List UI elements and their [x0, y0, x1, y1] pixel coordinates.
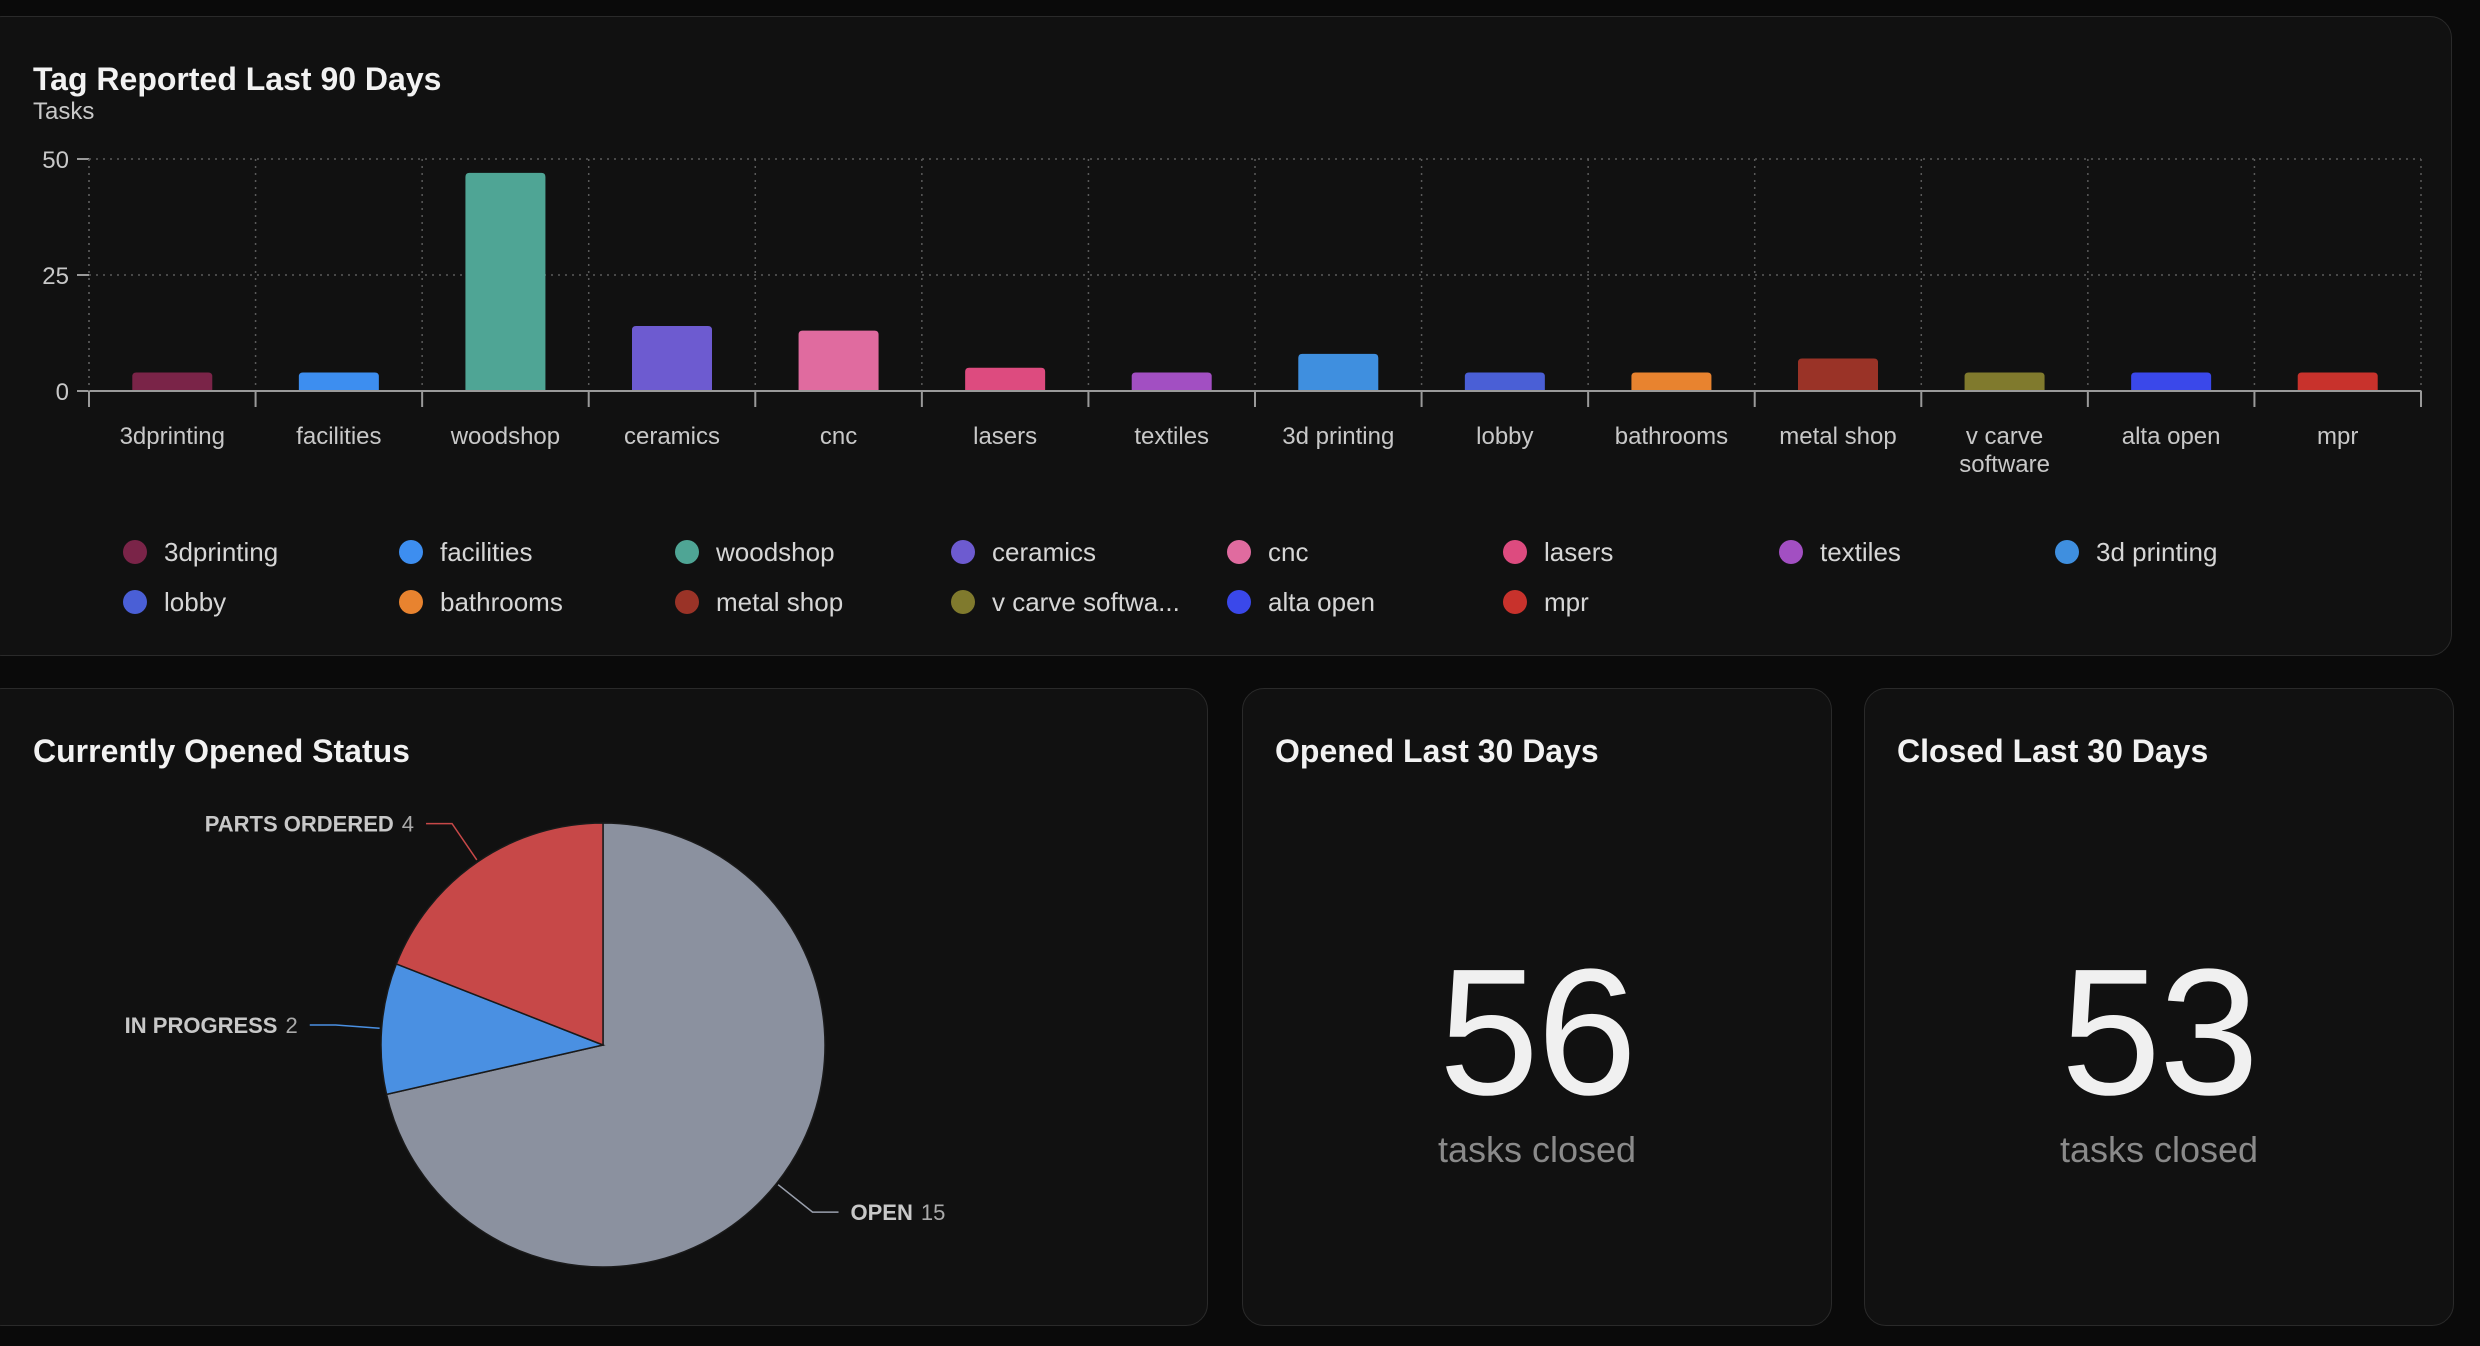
bar-lobby[interactable] — [1464, 372, 1545, 391]
opened-panel-title: Opened Last 30 Days — [1275, 733, 1599, 769]
x-tick-label: textiles — [1134, 423, 1209, 450]
legend-swatch — [951, 590, 975, 614]
legend-swatch — [399, 540, 423, 564]
bar-chart-legend: 3dprinting facilities woodshop ceramics cnc l… — [123, 535, 2363, 619]
closed-count: 53 — [2060, 932, 2259, 1133]
x-tick-label: bathrooms — [1615, 423, 1728, 450]
opened-status-panel: OPEN 15 IN PROGRESS 2 PARTS ORDERED 4 Current… — [0, 688, 1208, 1326]
legend-swatch — [1227, 590, 1251, 614]
x-tick-label: cnc — [820, 423, 857, 450]
x-tick-label: 3d printing — [1282, 423, 1394, 450]
legend-label: mpr — [1544, 586, 1589, 617]
bar-metal-shop[interactable] — [1798, 358, 1878, 391]
legend-swatch — [951, 540, 975, 564]
bar-lasers[interactable] — [965, 367, 1046, 391]
legend-swatch — [1227, 540, 1251, 564]
legend-swatch — [123, 540, 147, 564]
bar-alta-open[interactable] — [2131, 372, 2212, 391]
bar-panel-title: Tag Reported Last 90 Days — [33, 61, 442, 97]
bar-woodshop[interactable] — [465, 172, 546, 391]
opened-count: 56 — [1438, 932, 1637, 1133]
legend-item[interactable]: textiles — [1779, 535, 2055, 569]
tag-bar-chart: Tasks 0 25 50 3dprinting facilities woodshop ce… — [33, 98, 2422, 478]
legend-label: 3d printing — [2096, 536, 2218, 567]
legend-label: bathrooms — [440, 586, 563, 617]
bar-3dprinting[interactable] — [132, 372, 213, 391]
legend-label: ceramics — [992, 536, 1097, 567]
bar-mpr[interactable] — [2297, 372, 2378, 391]
bar-v-carve-software[interactable] — [1964, 372, 2045, 391]
pie-slice-parts-ordered[interactable] — [395, 822, 604, 1047]
bar-3d-printing[interactable] — [1298, 353, 1379, 391]
legend-swatch — [399, 590, 423, 614]
closed-caption: tasks closed — [2059, 1129, 2259, 1170]
legend-item[interactable]: lobby — [123, 585, 399, 619]
opened-status-pie-chart: OPEN 15 IN PROGRESS 2 PARTS ORDERED 4 — [125, 812, 946, 1268]
legend-swatch — [123, 590, 147, 614]
legend-item[interactable]: 3d printing — [2055, 535, 2331, 569]
opened-last-30-days-panel: Opened Last 30 Days 56 tasks closed — [1242, 688, 1832, 1326]
legend-label: alta open — [1268, 586, 1375, 617]
pie-slice-in-progress[interactable] — [380, 962, 606, 1096]
x-tick-label: ceramics — [624, 423, 720, 450]
bar-cnc[interactable] — [798, 330, 879, 391]
legend-label: facilities — [440, 536, 533, 567]
closed-panel-title: Closed Last 30 Days — [1897, 733, 2209, 769]
legend-item[interactable]: alta open — [1227, 585, 1503, 619]
legend-label: metal shop — [716, 586, 844, 617]
y-tick-label: 25 — [42, 263, 69, 290]
pie-leader-line — [309, 1024, 380, 1030]
bar-facilities[interactable] — [298, 372, 379, 391]
y-tick-label: 0 — [56, 379, 69, 406]
y-tick-label: 50 — [42, 147, 69, 174]
x-tick-label: lobby — [1476, 423, 1533, 450]
closed-last-30-days-panel: Closed Last 30 Days 53 tasks closed — [1864, 688, 2454, 1326]
legend-item[interactable]: v carve softwa... — [951, 585, 1227, 619]
bar-textiles[interactable] — [1131, 372, 1212, 391]
legend-label: 3dprinting — [164, 536, 279, 567]
legend-label: v carve softwa... — [992, 586, 1180, 617]
legend-item[interactable]: facilities — [399, 535, 675, 569]
legend-item[interactable]: cnc — [1227, 535, 1503, 569]
pie-slice-open[interactable] — [385, 822, 826, 1268]
legend-swatch — [675, 590, 699, 614]
legend-item[interactable]: 3dprinting — [123, 535, 399, 569]
bar-bathrooms[interactable] — [1631, 372, 1712, 391]
x-tick-label: v carve software — [1959, 423, 2050, 478]
legend-item[interactable]: metal shop — [675, 585, 951, 619]
x-tick-label: mpr — [2317, 423, 2358, 450]
pie-leader-line — [426, 822, 478, 861]
legend-swatch — [2055, 540, 2079, 564]
legend-item[interactable]: woodshop — [675, 535, 951, 569]
x-tick-label: woodshop — [450, 423, 560, 450]
pie-slice-label: IN PROGRESS 2 — [125, 1013, 298, 1038]
legend-item[interactable]: lasers — [1503, 535, 1779, 569]
pie-leader-line — [777, 1184, 839, 1213]
pie-slice-label: OPEN 15 — [851, 1200, 946, 1225]
pie-panel-title: Currently Opened Status — [33, 733, 410, 769]
x-tick-label: metal shop — [1779, 423, 1896, 450]
legend-label: lobby — [164, 586, 227, 617]
legend-item[interactable]: ceramics — [951, 535, 1227, 569]
opened-caption: tasks closed — [1437, 1129, 1637, 1170]
x-tick-label: alta open — [2122, 423, 2221, 450]
pie-slice-label: PARTS ORDERED 4 — [205, 812, 414, 837]
legend-swatch — [1503, 590, 1527, 614]
x-tick-label: facilities — [296, 423, 381, 450]
tag-reported-panel: Tasks 0 25 50 3dprinting facilities woodshop ce… — [0, 16, 2452, 656]
legend-label: woodshop — [716, 536, 835, 567]
legend-item[interactable]: mpr — [1503, 585, 1779, 619]
legend-swatch — [675, 540, 699, 564]
legend-label: cnc — [1268, 536, 1309, 567]
legend-label: textiles — [1820, 536, 1901, 567]
x-tick-label: lasers — [973, 423, 1037, 450]
legend-item[interactable]: bathrooms — [399, 585, 675, 619]
x-tick-label: 3dprinting — [120, 423, 225, 450]
bar-ceramics[interactable] — [632, 326, 712, 391]
bar-chart-y-label: Tasks — [33, 98, 94, 125]
legend-swatch — [1503, 540, 1527, 564]
legend-swatch — [1779, 540, 1803, 564]
legend-label: lasers — [1544, 536, 1614, 567]
